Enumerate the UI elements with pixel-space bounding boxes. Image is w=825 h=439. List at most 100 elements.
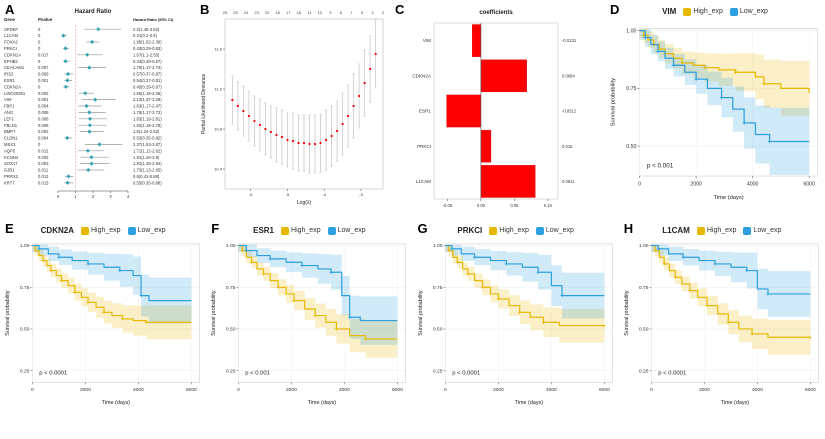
svg-text:FOXA2: FOXA2 <box>4 40 18 45</box>
svg-text:0.05: 0.05 <box>510 203 519 208</box>
legend-label-low-exp: Low_exp <box>739 8 768 15</box>
svg-text:0.43(0.29-0.63): 0.43(0.29-0.63) <box>133 46 162 51</box>
svg-text:Time (days): Time (days) <box>102 400 130 406</box>
forest-point <box>87 65 92 70</box>
svg-text:PRKCI: PRKCI <box>4 46 17 51</box>
panel-f-km-esr1: F ESR1 High_exp Low_exp 1.00 0.75 0.50 0.25… <box>206 219 412 439</box>
svg-text:0.001: 0.001 <box>38 97 49 102</box>
forest-plot-svg: Hazard Ratio Gene Pvalue Hazard Ratio (95% … <box>4 9 174 199</box>
svg-text:1.91(1.26-2.9): 1.91(1.26-2.9) <box>133 155 160 160</box>
forest-point <box>65 135 70 141</box>
svg-text:Time (days): Time (days) <box>721 400 749 406</box>
svg-text:0.015: 0.015 <box>562 144 573 149</box>
svg-text:24: 24 <box>244 10 249 15</box>
legend-label-high-exp: High_exp <box>291 227 321 234</box>
svg-text:0.53(0.35-0.82): 0.53(0.35-0.82) <box>133 136 162 141</box>
svg-text:25: 25 <box>223 10 228 15</box>
legend-swatch-low-exp <box>327 226 336 235</box>
legend-item-high-exp: High_exp <box>80 226 121 235</box>
forest-point <box>65 71 71 77</box>
svg-text:FBLN1: FBLN1 <box>4 123 18 128</box>
legend-swatch-low-exp <box>729 7 738 16</box>
panel-e-km-cdkn2a: E CDKN2A High_exp Low_exp 1.00 0.75 0.50 0.… <box>0 219 206 439</box>
svg-text:1.79(1.17-2.74): 1.79(1.17-2.74) <box>133 65 162 70</box>
panel-h-km-l1cam: H L1CAM High_exp Low_exp 1.00 0.75 0.50 0.2… <box>619 219 825 439</box>
svg-text:0.011: 0.011 <box>38 168 49 173</box>
svg-text:Survival probability: Survival probability <box>624 290 630 336</box>
svg-text:0.55(0.35-0.88): 0.55(0.35-0.88) <box>133 180 162 185</box>
svg-text:0.002: 0.002 <box>38 155 49 160</box>
svg-text:Time (days): Time (days) <box>714 195 744 201</box>
svg-text:0.008: 0.008 <box>38 110 49 115</box>
svg-text:1.00: 1.00 <box>639 243 649 249</box>
svg-text:CDKN2A: CDKN2A <box>412 73 432 78</box>
forest-point <box>83 91 88 96</box>
km-confidence-band <box>238 244 398 364</box>
legend-swatch-high-exp <box>683 7 692 16</box>
legend-item-high-exp: High_exp <box>696 226 736 235</box>
svg-text:0: 0 <box>38 142 41 147</box>
forest-point <box>87 110 92 115</box>
svg-text:6000: 6000 <box>803 181 815 187</box>
svg-text:16: 16 <box>297 10 302 15</box>
svg-text:4000: 4000 <box>339 387 350 393</box>
forest-point <box>63 84 68 89</box>
legend-item-high-exp: High_exp <box>489 226 529 235</box>
svg-text:3: 3 <box>109 194 112 199</box>
legend-label-low-exp: Low_exp <box>137 227 166 234</box>
forest-point <box>89 161 94 166</box>
svg-text:1.00: 1.00 <box>226 243 236 249</box>
svg-text:IRS2: IRS2 <box>4 72 14 77</box>
svg-text:2: 2 <box>92 194 95 199</box>
svg-text:0: 0 <box>38 27 41 32</box>
panel-letter-e: E <box>5 221 14 236</box>
svg-text:2.13(1.37-3.29): 2.13(1.37-3.29) <box>133 97 162 102</box>
legend-item-low-exp: Low_exp <box>743 226 781 235</box>
svg-text:0.75: 0.75 <box>20 285 30 291</box>
svg-text:ANG: ANG <box>4 110 13 115</box>
svg-text:2: 2 <box>382 10 385 15</box>
svg-text:0.013: 0.013 <box>38 180 49 185</box>
svg-text:EPHB2: EPHB2 <box>4 59 18 64</box>
svg-text:0.001: 0.001 <box>38 78 49 83</box>
svg-text:MSX2: MSX2 <box>4 142 16 147</box>
svg-text:1.00: 1.00 <box>20 243 30 249</box>
svg-text:-4: -4 <box>322 192 326 197</box>
km-header-l1cam: L1CAM High_exp Low_exp <box>619 219 825 237</box>
forest-point <box>65 78 70 83</box>
forest-point <box>63 59 68 64</box>
svg-text:25: 25 <box>233 10 238 15</box>
svg-text:1.92(1.25-2.94): 1.92(1.25-2.94) <box>133 161 162 166</box>
svg-text:0.54(0.37-0.81): 0.54(0.37-0.81) <box>133 78 162 83</box>
svg-text:1.79(1.17-2.73): 1.79(1.17-2.73) <box>133 110 162 115</box>
km-survival-curve <box>444 244 605 328</box>
svg-text:0.012: 0.012 <box>38 148 49 153</box>
svg-text:Survival probability: Survival probability <box>610 78 616 126</box>
svg-text:1.83(1.19-2.81): 1.83(1.19-2.81) <box>133 116 162 121</box>
legend-swatch-low-exp <box>127 226 136 235</box>
panel-letter-b: B <box>200 2 210 17</box>
svg-text:6000: 6000 <box>186 387 197 393</box>
svg-text:0.43(0.28-0.67): 0.43(0.28-0.67) <box>133 59 162 64</box>
svg-text:0: 0 <box>444 387 447 393</box>
p-value-label: p < 0.0001 <box>658 370 686 376</box>
legend-item-high-exp: High_exp <box>683 7 723 16</box>
svg-text:0: 0 <box>237 387 240 393</box>
svg-text:1.67(1.1-2.55): 1.67(1.1-2.55) <box>133 52 160 57</box>
svg-text:2000: 2000 <box>690 181 702 187</box>
svg-text:2.3(1.49-3.62): 2.3(1.49-3.62) <box>133 27 160 32</box>
svg-text:0.50: 0.50 <box>432 327 442 333</box>
svg-text:1.63(1.17-2.47): 1.63(1.17-2.47) <box>133 104 162 109</box>
svg-text:0.25: 0.25 <box>639 368 649 374</box>
svg-text:KRT7: KRT7 <box>4 180 15 185</box>
svg-text:2000: 2000 <box>80 387 91 393</box>
forest-point <box>85 148 91 153</box>
svg-text:1.00: 1.00 <box>626 28 636 34</box>
svg-text:0.002: 0.002 <box>38 129 49 134</box>
svg-text:Gene: Gene <box>4 17 16 22</box>
svg-text:0.50: 0.50 <box>226 327 236 333</box>
panel-letter-h: H <box>623 221 634 236</box>
svg-text:L1CAM: L1CAM <box>4 33 18 38</box>
svg-text:FBP1: FBP1 <box>4 104 15 109</box>
km-header-prkci: PRKCI High_exp Low_exp <box>413 219 619 237</box>
